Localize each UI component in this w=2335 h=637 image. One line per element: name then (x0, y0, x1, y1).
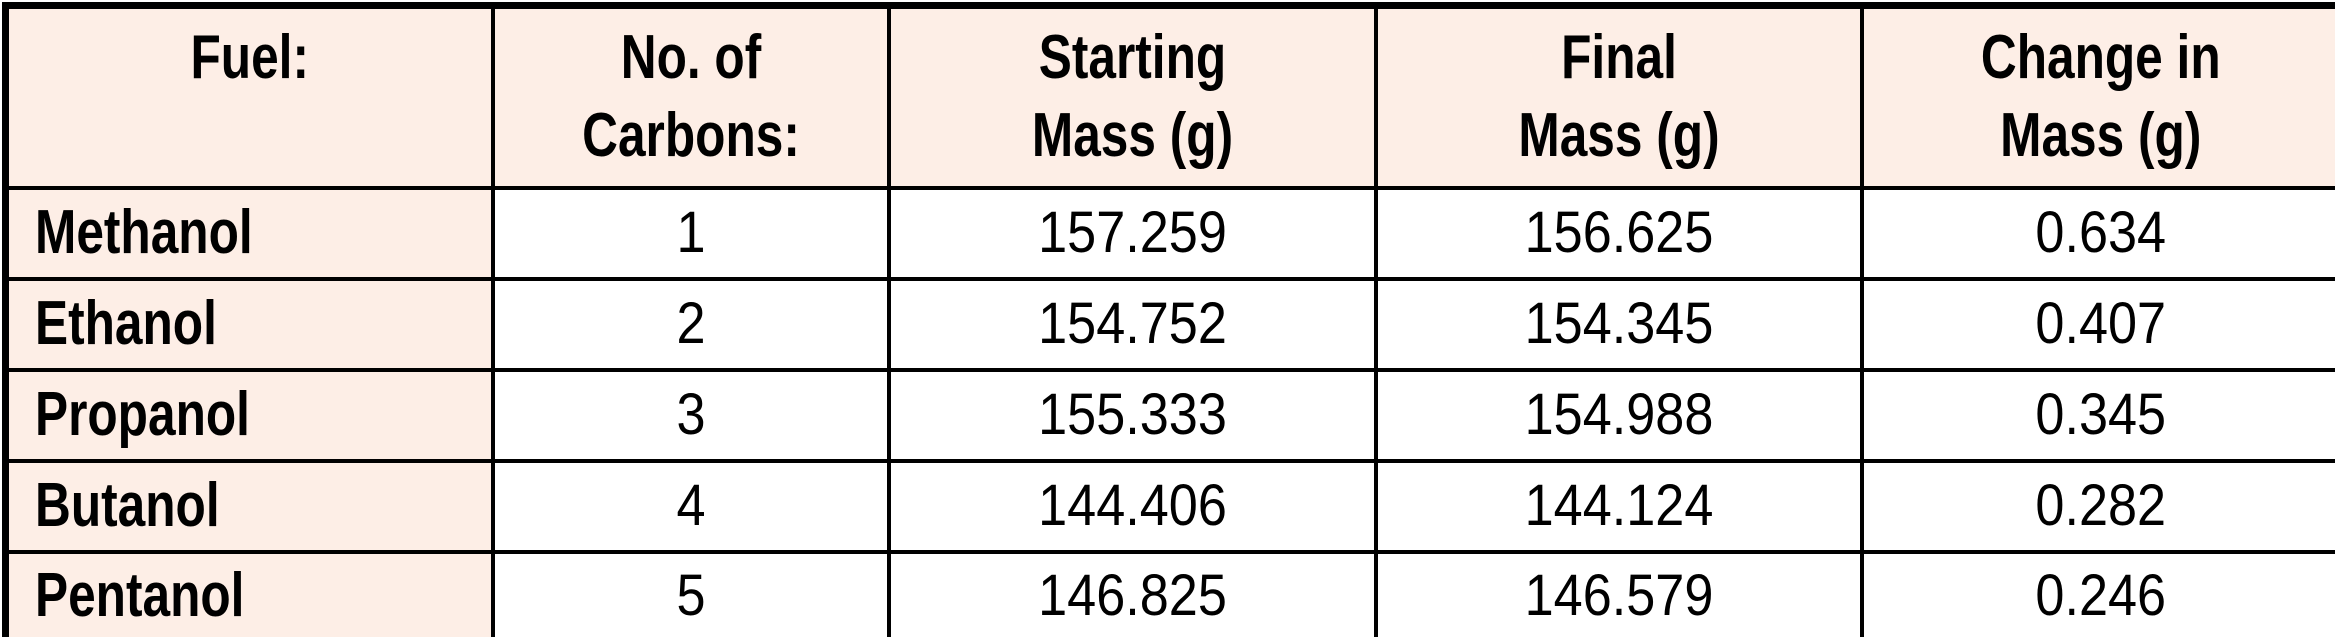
table-row: Pentanol 5 146.825 146.579 0.246 (3, 549, 2335, 637)
carbons-cell: 2 (490, 276, 891, 372)
final-mass-cell: 154.345 (1373, 276, 1864, 372)
header-cell-starting-mass: Starting Mass (g) (886, 3, 1378, 190)
starting-mass-value: 155.333 (1037, 382, 1227, 447)
header-label-line: Mass (g) (1999, 101, 2201, 170)
table-row: Ethanol 2 154.752 154.345 0.407 (3, 276, 2335, 372)
starting-mass-cell: 146.825 (886, 549, 1378, 637)
final-mass-value: 156.625 (1524, 200, 1713, 265)
carbons-cell: 1 (490, 185, 891, 281)
header-label-line: Change in (1980, 23, 2221, 92)
final-mass-value: 146.579 (1524, 563, 1713, 629)
change-mass-value: 0.282 (2034, 473, 2166, 538)
header-label-line: No. of (620, 23, 761, 92)
carbons-cell: 3 (490, 367, 891, 463)
change-mass-cell: 0.345 (1859, 367, 2335, 463)
change-mass-value: 0.246 (2034, 563, 2166, 629)
change-mass-value: 0.345 (2034, 382, 2166, 447)
table-row: Methanol 1 157.259 156.625 0.634 (3, 185, 2335, 281)
carbons-value: 2 (675, 291, 706, 356)
fuel-name-cell: Propanol (3, 367, 495, 463)
starting-mass-cell: 144.406 (886, 458, 1378, 554)
carbons-value: 1 (675, 200, 706, 265)
final-mass-cell: 144.124 (1373, 458, 1864, 554)
starting-mass-cell: 155.333 (886, 367, 1378, 463)
final-mass-cell: 156.625 (1373, 185, 1864, 281)
fuel-name: Butanol (35, 471, 220, 540)
carbons-value: 4 (675, 473, 706, 538)
header-label-line: Fuel: (190, 23, 309, 92)
header-label-line: Carbons: (581, 101, 800, 170)
header-cell-final-mass: Final Mass (g) (1373, 3, 1864, 190)
fuel-name-cell: Methanol (3, 185, 495, 281)
carbons-cell: 4 (490, 458, 891, 554)
final-mass-value: 154.988 (1524, 382, 1713, 447)
fuel-name: Propanol (35, 380, 250, 449)
final-mass-value: 144.124 (1524, 473, 1713, 538)
header-cell-change-mass: Change in Mass (g) (1859, 3, 2335, 190)
change-mass-cell: 0.407 (1859, 276, 2335, 372)
final-mass-cell: 154.988 (1373, 367, 1864, 463)
header-row: Fuel: No. of Carbons: Starting Mass (g) … (3, 3, 2335, 190)
header-label-line: Mass (g) (1517, 101, 1720, 170)
change-mass-value: 0.407 (2034, 291, 2166, 356)
final-mass-cell: 146.579 (1373, 549, 1864, 637)
change-mass-value: 0.634 (2034, 200, 2166, 265)
final-mass-value: 154.345 (1524, 291, 1713, 356)
starting-mass-cell: 154.752 (886, 276, 1378, 372)
header-label-line: Mass (g) (1031, 101, 1233, 170)
fuel-name-cell: Ethanol (3, 276, 495, 372)
starting-mass-value: 157.259 (1037, 200, 1227, 265)
change-mass-cell: 0.246 (1859, 549, 2335, 637)
fuel-name: Ethanol (35, 289, 217, 358)
header-label-line: Starting (1038, 23, 1226, 92)
starting-mass-value: 146.825 (1037, 563, 1227, 629)
fuel-name: Pentanol (35, 561, 245, 631)
change-mass-cell: 0.634 (1859, 185, 2335, 281)
table-row: Butanol 4 144.406 144.124 0.282 (3, 458, 2335, 554)
starting-mass-value: 154.752 (1037, 291, 1227, 356)
carbons-value: 5 (675, 563, 706, 629)
carbons-cell: 5 (490, 549, 891, 637)
header-cell-fuel: Fuel: (3, 3, 495, 190)
starting-mass-value: 144.406 (1037, 473, 1227, 538)
starting-mass-cell: 157.259 (886, 185, 1378, 281)
fuel-name: Methanol (35, 198, 253, 267)
fuel-name-cell: Butanol (3, 458, 495, 554)
table-row: Propanol 3 155.333 154.988 0.345 (3, 367, 2335, 463)
carbons-value: 3 (675, 382, 706, 447)
fuel-name-cell: Pentanol (3, 549, 495, 637)
header-label-line: Final (1560, 23, 1677, 92)
header-cell-carbons: No. of Carbons: (490, 3, 891, 190)
change-mass-cell: 0.282 (1859, 458, 2335, 554)
